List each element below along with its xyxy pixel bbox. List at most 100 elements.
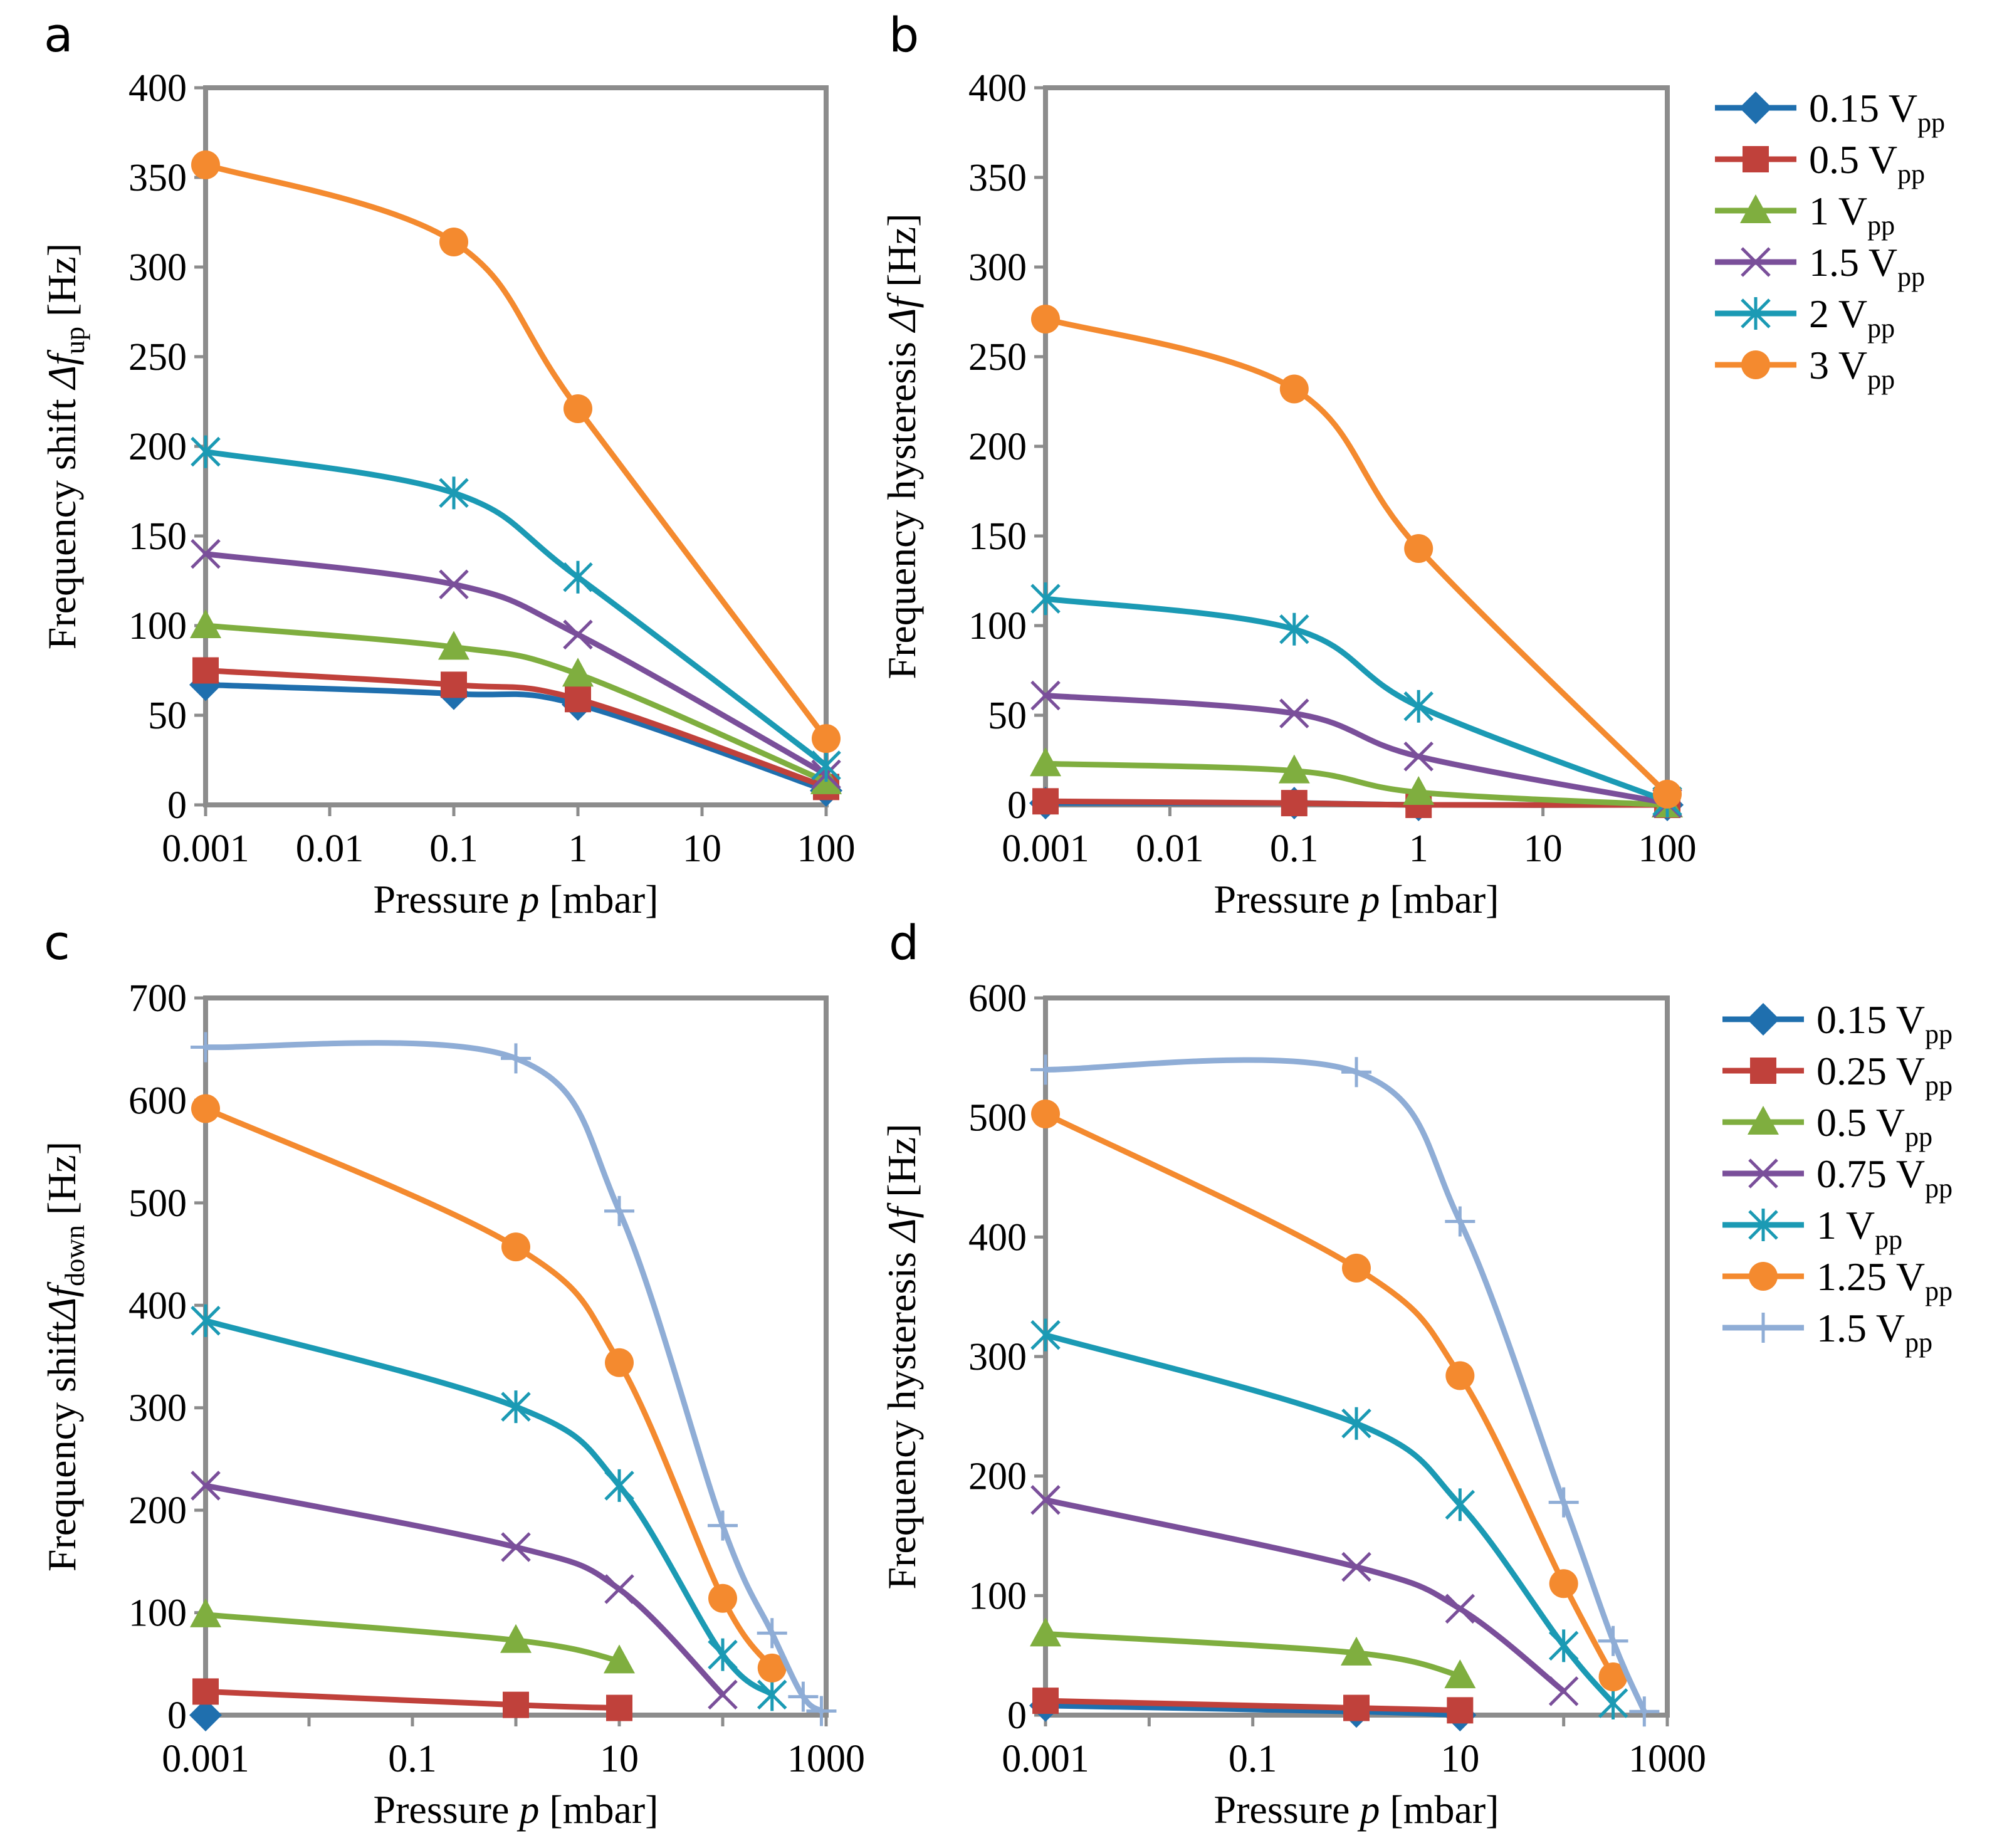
x-tick-label: 10 xyxy=(683,827,721,870)
data-point xyxy=(606,1694,632,1721)
y-tick-label: 500 xyxy=(968,1097,1027,1140)
legend-entry: 0.5 Vpp xyxy=(1715,137,1925,189)
x-tick-label: 0.001 xyxy=(162,827,249,870)
data-point xyxy=(708,1679,738,1710)
data-point xyxy=(1653,779,1682,809)
series-0.5-vpp xyxy=(190,1598,635,1674)
data-point xyxy=(191,1304,221,1337)
data-point xyxy=(1030,1617,1061,1647)
data-point xyxy=(1343,1694,1370,1721)
data-point xyxy=(1030,747,1061,777)
series-line xyxy=(1042,1698,1463,1713)
data-point xyxy=(1445,1361,1475,1390)
legend-entry: 0.5 Vpp xyxy=(1722,1100,1932,1152)
series-0.75-vpp xyxy=(191,1471,738,1710)
series-3-vpp xyxy=(191,150,841,753)
series-1-vpp xyxy=(191,1304,787,1711)
data-point xyxy=(1403,690,1434,723)
panel-c: c 0 100 200 300 400 500 600 700 0.001 0.1 10 1000 Pre… xyxy=(39,915,865,1832)
y-tick-label: 150 xyxy=(968,515,1027,558)
series-line xyxy=(1042,1703,1463,1718)
panel-d: d 0 100 200 300 400 500 600 0.001 0.1 10 1000 Pressu… xyxy=(879,915,1706,1832)
data-point xyxy=(1444,1659,1476,1689)
data-point xyxy=(1030,582,1061,616)
data-point xyxy=(1341,1636,1372,1666)
series-line xyxy=(202,681,829,794)
data-point xyxy=(1279,612,1309,646)
y-tick-label: 300 xyxy=(968,246,1027,289)
y-tick-label: 300 xyxy=(128,1387,187,1430)
legend-entry: 2 Vpp xyxy=(1715,291,1895,344)
legend-marker xyxy=(1749,1262,1778,1291)
data-point xyxy=(806,1696,837,1726)
data-point xyxy=(190,609,221,638)
y-tick-label: 150 xyxy=(128,515,187,558)
series-line xyxy=(202,1483,726,1698)
x-tick-label: 0.1 xyxy=(388,1738,437,1780)
x-tick-label: 10 xyxy=(1524,827,1563,870)
series-line xyxy=(1042,760,1670,808)
data-point xyxy=(439,227,468,256)
data-point xyxy=(190,1598,221,1627)
legend-marker xyxy=(1748,1106,1779,1135)
y-axis-label: Frequency shiftΔfdown [Hz] xyxy=(39,1142,90,1572)
y-tick-label: 400 xyxy=(128,1284,187,1327)
legend-marker xyxy=(1743,146,1769,172)
legend-label: 0.75 Vpp xyxy=(1816,1152,1952,1204)
y-tick-label: 50 xyxy=(148,695,187,737)
y-tick-label: 700 xyxy=(128,977,187,1020)
legend-entry: 1.5 Vpp xyxy=(1722,1306,1932,1358)
data-point xyxy=(1598,1686,1628,1719)
data-point xyxy=(501,1390,531,1424)
y-tick-label: 250 xyxy=(968,336,1027,379)
data-point xyxy=(1549,1569,1578,1599)
plot-frame xyxy=(1043,85,1670,807)
data-point xyxy=(1403,742,1434,772)
y-tick-label: 300 xyxy=(128,246,187,289)
data-point xyxy=(503,1691,529,1718)
y-tick-label: 250 xyxy=(128,336,187,379)
legend-marker xyxy=(1739,92,1772,124)
data-point xyxy=(189,1699,222,1731)
legend-label: 0.5 Vpp xyxy=(1809,137,1925,189)
x-axis-label: Pressure p [mbar] xyxy=(374,1787,659,1832)
legend-marker xyxy=(1748,1209,1778,1241)
data-point xyxy=(191,538,221,569)
x-tick-label: 0.001 xyxy=(1002,1738,1089,1780)
legend-entry: 3 Vpp xyxy=(1715,343,1895,395)
data-point xyxy=(1404,534,1434,564)
y-tick-label: 200 xyxy=(128,1489,187,1532)
legend-label: 1.5 Vpp xyxy=(1809,240,1925,292)
data-point xyxy=(191,1471,221,1501)
data-point xyxy=(192,1678,219,1705)
legend-entry: 0.75 Vpp xyxy=(1722,1152,1952,1204)
panel-b: b 0 50 100 150 200 250 300 350 400 0.001 0.01 0.1 1 10… xyxy=(879,7,1697,921)
series-1.5-vpp xyxy=(1030,1054,1660,1727)
legend-marker xyxy=(1741,247,1771,277)
data-point xyxy=(438,631,469,660)
data-point xyxy=(191,1032,221,1063)
panel-a: a 0 50 100 150 200 250 300 350 400 0.001 0.01 0.1 1 10… xyxy=(39,7,856,921)
x-tick-label: 0.1 xyxy=(429,827,478,870)
data-point xyxy=(439,476,469,510)
data-point xyxy=(1032,788,1059,815)
data-point xyxy=(565,686,591,713)
y-tick-label: 200 xyxy=(968,1456,1027,1498)
series-line xyxy=(202,551,829,777)
series-line xyxy=(202,1688,622,1711)
data-point xyxy=(563,619,593,650)
data-point xyxy=(1403,775,1435,805)
y-tick-label: 0 xyxy=(167,1694,187,1737)
data-point xyxy=(1279,374,1309,404)
data-point xyxy=(1281,790,1308,817)
y-tick-label: 0 xyxy=(1007,1694,1027,1737)
y-tick-label: 400 xyxy=(968,67,1027,110)
legend-entry: 1 Vpp xyxy=(1715,189,1895,241)
data-point xyxy=(1278,754,1310,784)
series-1.25-vpp xyxy=(191,1094,787,1683)
series-line xyxy=(1042,1630,1463,1679)
series-line xyxy=(202,622,829,785)
legend-marker xyxy=(1747,1003,1779,1036)
